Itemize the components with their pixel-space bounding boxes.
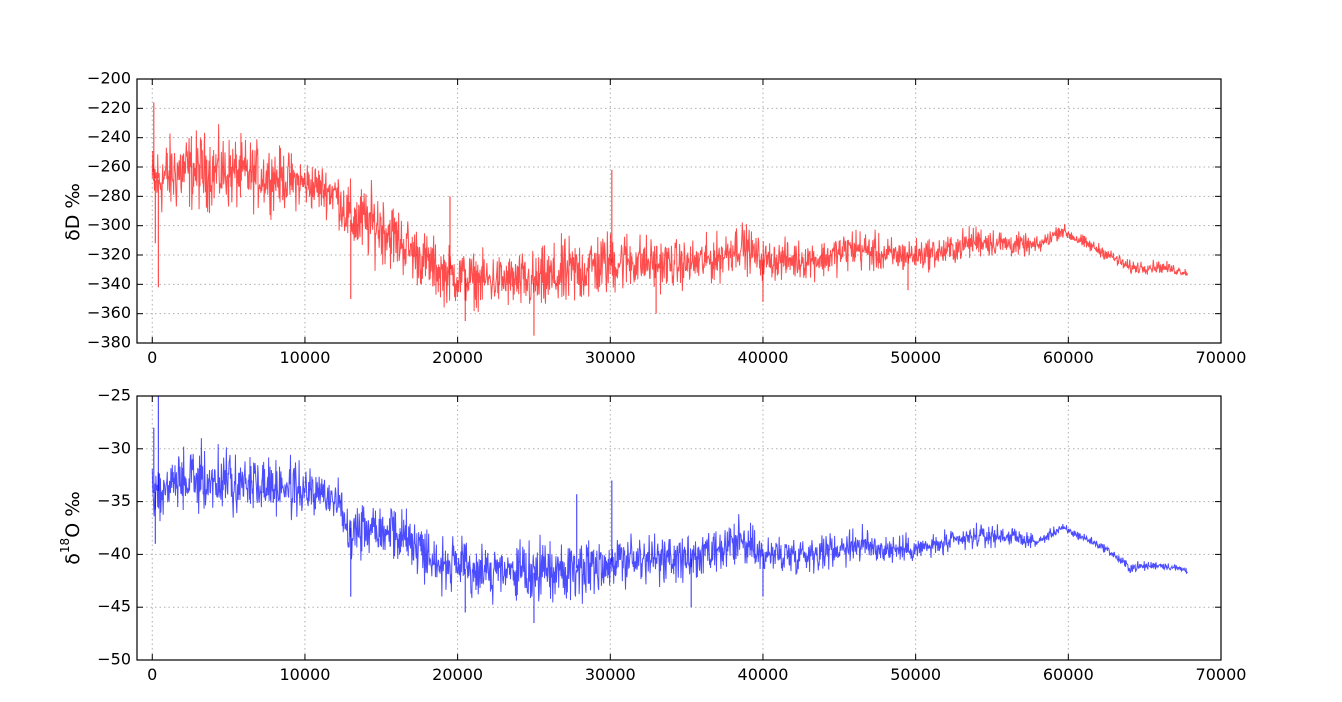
plot-frame (136, 78, 1222, 344)
y-tick-label: −380 (87, 333, 131, 352)
y-tick-labels: −380 −360 −340 −320 −300 −280 −260 −240 −220 −200 (87, 69, 131, 352)
y-axis-label: δD ‰ (62, 183, 84, 241)
y-tick-label: −200 (87, 69, 131, 88)
chart-oxygen18: 0 10000 20000 30000 40000 50000 60000 70000 −50… (58, 386, 1247, 685)
y-tick-label: −25 (97, 386, 131, 405)
y-tick-label: −260 (87, 157, 131, 176)
y-tick-label: −300 (87, 215, 131, 234)
y-tick-label: −220 (87, 98, 131, 117)
y-tick-label: −30 (97, 438, 131, 457)
y-tick-labels: −50 −45 −40 −35 −30 −25 (97, 386, 131, 669)
x-tick-label: 40000 (738, 665, 789, 684)
x-tick-label: 30000 (585, 665, 636, 684)
y-tick-label: −360 (87, 303, 131, 322)
y-tick-label: −320 (87, 245, 131, 264)
y-tick-label: −40 (97, 544, 131, 563)
series-line-deuterium (151, 124, 1188, 313)
x-tick-label: 70000 (1196, 665, 1247, 684)
x-tick-label: 10000 (279, 348, 330, 367)
plot-frame (136, 395, 1222, 661)
x-tick-label: 20000 (432, 665, 483, 684)
x-tick-label: 60000 (1043, 348, 1094, 367)
x-tick-labels: 0 10000 20000 30000 40000 50000 60000 70000 (147, 665, 1246, 684)
x-tick-label: 0 (147, 665, 157, 684)
tick-marks (137, 78, 1222, 344)
x-tick-labels: 0 10000 20000 30000 40000 50000 60000 70000 (147, 348, 1246, 367)
chart-deuterium: 0 10000 20000 30000 40000 50000 60000 70000 −38… (62, 69, 1247, 368)
x-tick-label: 30000 (585, 348, 636, 367)
tick-marks (137, 395, 1222, 661)
series-spikes (153, 102, 909, 336)
y-tick-label: −240 (87, 127, 131, 146)
y-tick-label: −35 (97, 491, 131, 510)
x-tick-label: 50000 (890, 348, 941, 367)
x-tick-label: 10000 (279, 665, 330, 684)
x-tick-label: 60000 (1043, 665, 1094, 684)
y-tick-label: −50 (97, 650, 131, 669)
y-tick-label: −280 (87, 186, 131, 205)
x-tick-label: 20000 (432, 348, 483, 367)
series-line-oxygen18 (151, 438, 1188, 605)
x-tick-label: 70000 (1196, 348, 1247, 367)
y-tick-label: −45 (97, 597, 131, 616)
y-axis-label: δ18O ‰ (58, 491, 84, 564)
series-spikes (153, 396, 764, 624)
x-tick-label: 0 (147, 348, 157, 367)
x-tick-label: 40000 (738, 348, 789, 367)
x-tick-label: 50000 (890, 665, 941, 684)
y-tick-label: −340 (87, 274, 131, 293)
